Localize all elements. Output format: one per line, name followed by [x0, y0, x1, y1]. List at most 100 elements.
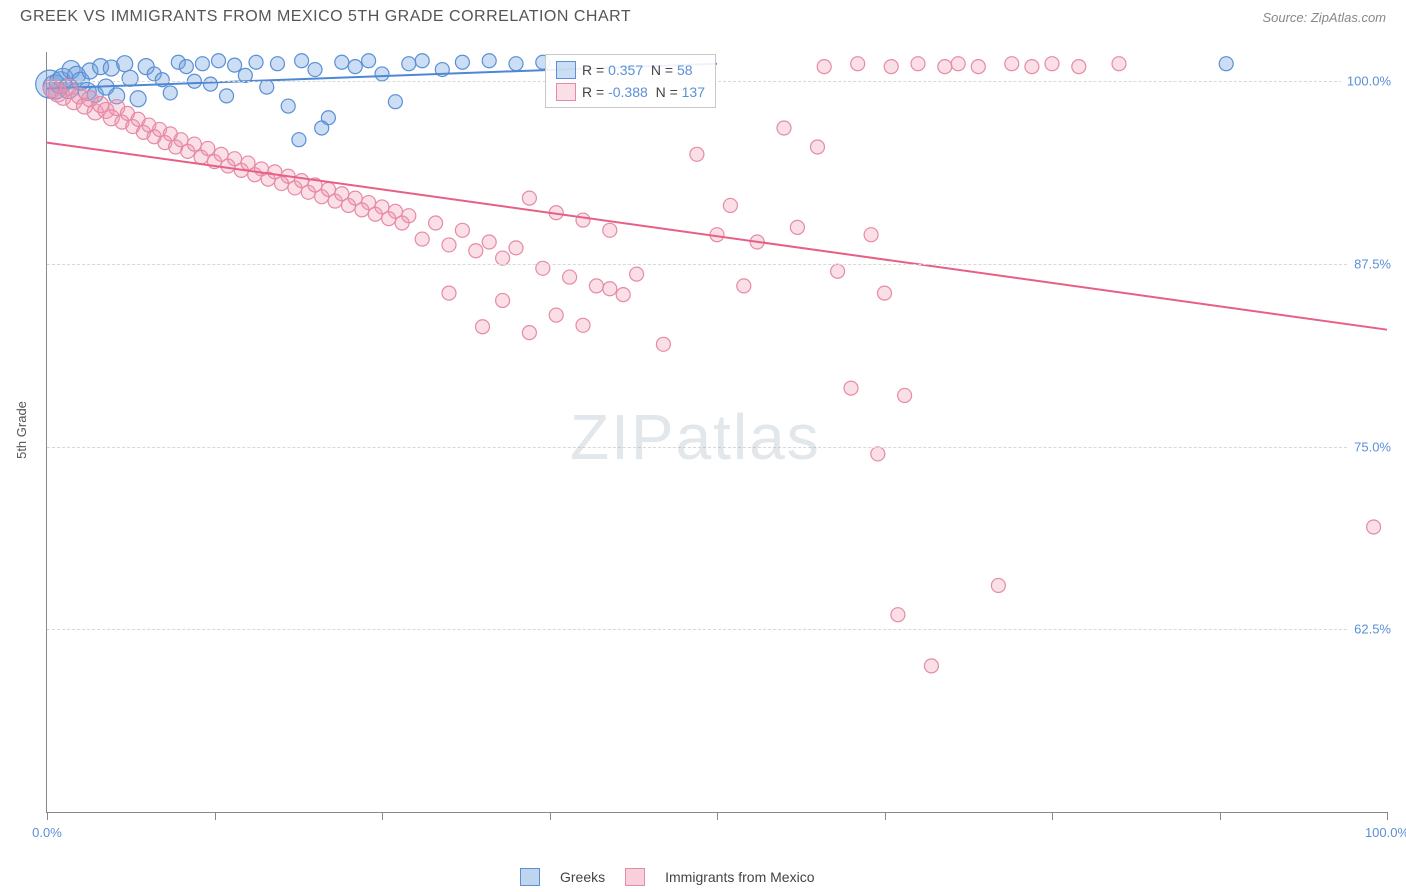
data-point	[891, 608, 905, 622]
data-point	[1112, 57, 1126, 71]
data-point	[864, 228, 878, 242]
data-point	[723, 198, 737, 212]
legend-stats: R = -0.388 N = 137	[582, 81, 705, 103]
gridline	[47, 447, 1387, 448]
data-point	[249, 55, 263, 69]
data-point	[212, 54, 226, 68]
data-point	[938, 60, 952, 74]
data-point	[603, 282, 617, 296]
data-point	[476, 320, 490, 334]
data-point	[811, 140, 825, 154]
data-point	[777, 121, 791, 135]
data-point	[455, 223, 469, 237]
data-point	[790, 220, 804, 234]
data-point	[388, 95, 402, 109]
data-point	[603, 223, 617, 237]
data-point	[315, 121, 329, 135]
x-tick	[885, 812, 886, 820]
x-tick	[717, 812, 718, 820]
data-point	[656, 337, 670, 351]
data-point	[1219, 57, 1233, 71]
data-point	[375, 67, 389, 81]
data-point	[911, 57, 925, 71]
legend-label: Greeks	[560, 869, 605, 885]
data-point	[1005, 57, 1019, 71]
data-point	[335, 55, 349, 69]
data-point	[991, 578, 1005, 592]
data-point	[589, 279, 603, 293]
data-point	[496, 293, 510, 307]
data-point	[228, 58, 242, 72]
data-point	[117, 56, 133, 72]
x-tick	[1052, 812, 1053, 820]
data-point	[884, 60, 898, 74]
data-point	[220, 89, 234, 103]
data-point	[130, 91, 146, 107]
data-point	[898, 388, 912, 402]
trend-line	[47, 143, 1387, 330]
correlation-legend: R = 0.357 N = 58R = -0.388 N = 137	[545, 54, 716, 108]
data-point	[429, 216, 443, 230]
data-point	[851, 57, 865, 71]
x-axis-max-label: 100.0%	[1365, 825, 1406, 840]
data-point	[737, 279, 751, 293]
data-point	[817, 60, 831, 74]
data-point	[630, 267, 644, 281]
data-point	[1045, 57, 1059, 71]
data-point	[187, 137, 201, 151]
legend-stats: R = 0.357 N = 58	[582, 59, 693, 81]
data-point	[295, 54, 309, 68]
legend-label: Immigrants from Mexico	[665, 869, 814, 885]
y-tick-label: 75.0%	[1348, 439, 1391, 454]
data-point	[442, 238, 456, 252]
data-point	[690, 147, 704, 161]
data-point	[281, 99, 295, 113]
data-point	[1072, 60, 1086, 74]
data-point	[563, 270, 577, 284]
data-point	[924, 659, 938, 673]
data-point	[308, 63, 322, 77]
data-point	[348, 60, 362, 74]
data-point	[844, 381, 858, 395]
chart-title: GREEK VS IMMIGRANTS FROM MEXICO 5TH GRAD…	[20, 8, 631, 26]
legend-swatch	[556, 83, 576, 101]
legend-row: R = 0.357 N = 58	[556, 59, 705, 81]
data-point	[971, 60, 985, 74]
data-point	[831, 264, 845, 278]
data-point	[203, 77, 217, 91]
data-point	[871, 447, 885, 461]
y-tick-label: 87.5%	[1348, 256, 1391, 271]
data-point	[469, 244, 483, 258]
data-point	[576, 213, 590, 227]
y-tick-label: 62.5%	[1348, 622, 1391, 637]
data-point	[415, 54, 429, 68]
data-point	[509, 241, 523, 255]
x-tick	[382, 812, 383, 820]
legend-row: R = -0.388 N = 137	[556, 81, 705, 103]
data-point	[522, 326, 536, 340]
data-point	[576, 318, 590, 332]
series-legend: Greeks Immigrants from Mexico	[520, 868, 814, 886]
x-tick	[47, 812, 48, 820]
data-point	[509, 57, 523, 71]
gridline	[47, 629, 1387, 630]
gridline	[47, 264, 1387, 265]
x-tick	[1220, 812, 1221, 820]
legend-swatch	[556, 61, 576, 79]
data-point	[270, 57, 284, 71]
data-point	[616, 288, 630, 302]
data-point	[402, 57, 416, 71]
data-point	[179, 60, 193, 74]
data-point	[1025, 60, 1039, 74]
legend-swatch	[520, 868, 540, 886]
data-point	[122, 70, 138, 86]
legend-swatch	[625, 868, 645, 886]
x-tick	[550, 812, 551, 820]
data-point	[402, 209, 416, 223]
data-point	[951, 57, 965, 71]
data-point	[442, 286, 456, 300]
data-point	[549, 308, 563, 322]
source-attribution: Source: ZipAtlas.com	[1262, 10, 1386, 25]
data-point	[195, 57, 209, 71]
chart-plot-area: 62.5%75.0%87.5%100.0%0.0%100.0%	[46, 52, 1387, 813]
